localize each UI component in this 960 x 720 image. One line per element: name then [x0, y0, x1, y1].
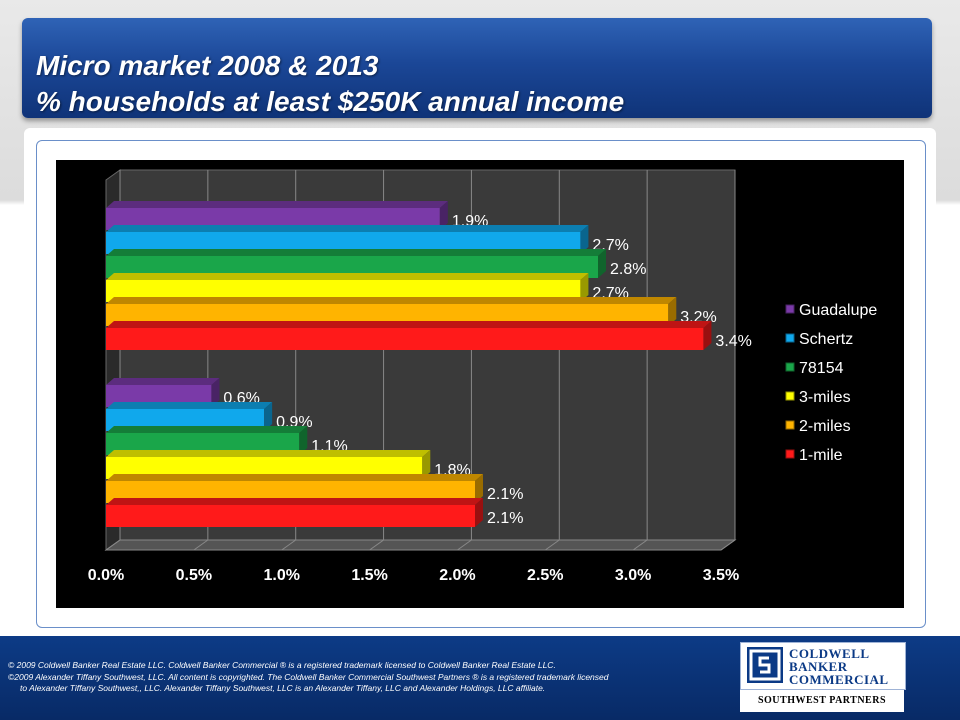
bar-top	[106, 249, 606, 256]
legend-swatch	[785, 362, 795, 372]
bar	[106, 385, 212, 407]
bar	[106, 433, 300, 455]
logo-text-2: BANKER	[789, 659, 848, 674]
logo-subtitle: SOUTHWEST PARTNERS	[740, 690, 904, 712]
slide-title-line2: % households at least $250K annual incom…	[36, 86, 625, 117]
bar-top	[106, 426, 308, 433]
bar	[106, 481, 475, 503]
title-bar: Micro market 2008 & 2013 % households at…	[22, 18, 932, 118]
data-label: 2.1%	[487, 510, 523, 527]
logo-emblem-icon	[747, 647, 783, 683]
data-label: 3.4%	[715, 333, 751, 350]
bar-end	[668, 297, 677, 326]
logo-text-3: COMMERCIAL	[789, 672, 889, 687]
company-logo: COLDWELL BANKER COMMERCIAL	[740, 642, 906, 690]
gridline-floor	[193, 539, 209, 551]
bar	[106, 256, 598, 278]
gridline-floor	[369, 539, 384, 551]
bar	[106, 208, 440, 230]
bar-end	[264, 402, 273, 431]
bar-top	[106, 402, 273, 409]
bar-top	[106, 273, 589, 280]
bar	[106, 280, 581, 302]
data-label: 2.8%	[610, 261, 646, 278]
x-tick-label: 3.0%	[615, 567, 651, 584]
bar-end	[475, 498, 483, 527]
legend-swatch	[785, 304, 795, 314]
legend-swatch	[785, 391, 795, 401]
legend-label: 3-miles	[799, 389, 851, 406]
bar-end	[299, 426, 308, 455]
legend-swatch	[785, 420, 795, 430]
bar-end	[703, 321, 712, 350]
bar	[106, 505, 475, 527]
x-tick-label: 0.0%	[88, 567, 124, 584]
bar-top	[106, 450, 431, 457]
gridline-floor	[632, 539, 648, 551]
bar-top	[106, 498, 483, 505]
footer-copyright-3: to Alexander Tiffany Southwest,, LLC. Al…	[20, 683, 546, 693]
x-tick-label: 3.5%	[703, 567, 739, 584]
bar	[106, 457, 423, 479]
bar-top	[106, 201, 448, 208]
legend-swatch	[785, 333, 795, 343]
bar	[106, 304, 669, 326]
bar-end	[580, 273, 589, 302]
bar-end	[598, 249, 606, 278]
bar-top	[106, 474, 483, 481]
bar-top	[106, 378, 220, 385]
slide-title-line1: Micro market 2008 & 2013	[36, 50, 379, 81]
logo-text-1: COLDWELL	[789, 646, 870, 661]
bar-end	[422, 450, 431, 479]
footer-copyright-2: ©2009 Alexander Tiffany Southwest, LLC. …	[8, 672, 609, 682]
gridline-floor	[720, 539, 736, 551]
legend-label: Guadalupe	[799, 302, 877, 319]
bar-end	[475, 474, 483, 503]
bar-top	[106, 321, 712, 328]
gridline-floor	[544, 539, 560, 551]
legend-label: 1-mile	[799, 447, 843, 464]
legend-label: 78154	[799, 360, 844, 377]
bar-top	[106, 225, 589, 232]
legend-label: Schertz	[799, 331, 853, 348]
gridline-floor	[457, 539, 472, 551]
legend-label: 2-miles	[799, 418, 851, 435]
x-tick-label: 2.5%	[527, 567, 563, 584]
bar-end	[580, 225, 589, 254]
bar-end	[439, 201, 448, 230]
chart-area: 0.0% 0.5% 1.0% 1.5% 2.0% 2.5% 3.0% 3.5% 1.9% 2.7%…	[56, 160, 904, 608]
bar	[106, 328, 704, 350]
footer-copyright-1: © 2009 Coldwell Banker Real Estate LLC. …	[8, 660, 556, 670]
bar	[106, 232, 581, 254]
gridline-floor	[281, 539, 297, 551]
bar	[106, 409, 265, 431]
x-tick-label: 1.5%	[351, 567, 387, 584]
legend-swatch	[785, 449, 795, 459]
x-tick-label: 0.5%	[176, 567, 212, 584]
x-tick-label: 1.0%	[263, 567, 299, 584]
bar-top	[106, 297, 677, 304]
gridline-floor	[105, 539, 121, 551]
bar-chart: 0.0% 0.5% 1.0% 1.5% 2.0% 2.5% 3.0% 3.5%1.9%2.7%…	[88, 169, 877, 584]
bar-end	[211, 378, 220, 407]
data-label: 2.1%	[487, 486, 523, 503]
x-tick-label: 2.0%	[439, 567, 475, 584]
